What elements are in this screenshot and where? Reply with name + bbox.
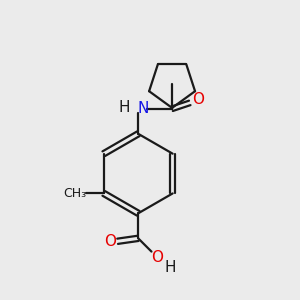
Text: O: O [104,234,116,249]
Text: CH₃: CH₃ [63,187,86,200]
Text: H: H [118,100,130,115]
Text: O: O [192,92,204,106]
Text: O: O [152,250,164,265]
Text: H: H [165,260,176,275]
Text: N: N [138,101,149,116]
